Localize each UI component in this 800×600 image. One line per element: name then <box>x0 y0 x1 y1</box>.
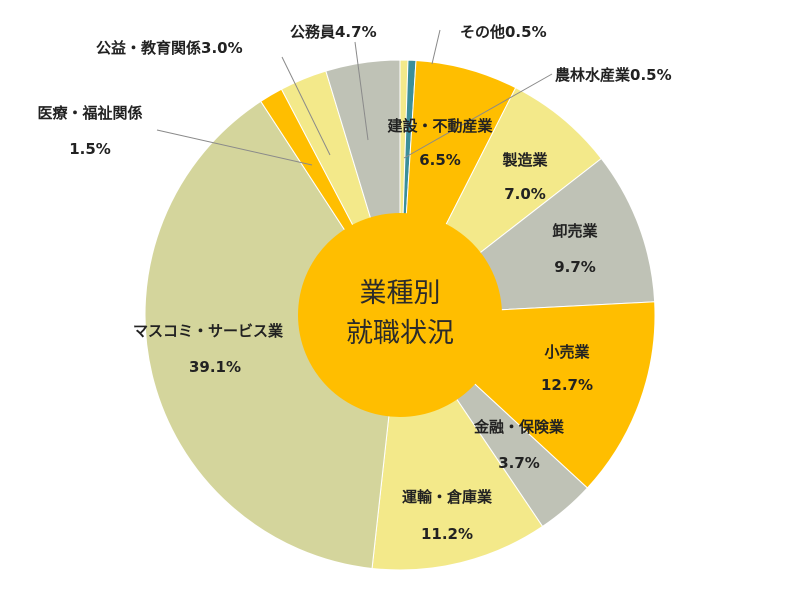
slice-name-4: 卸売業 <box>552 222 598 240</box>
slice-name-7: 運輸・倉庫業 <box>402 488 493 506</box>
slice-name-6: 金融・保険業 <box>473 418 565 436</box>
slice-name-2: 建設・不動産業 <box>387 117 493 135</box>
slice-value-5: 12.7% <box>541 376 593 394</box>
center-title-line-1: 業種別 <box>360 278 441 309</box>
slice-value-9: 1.5% <box>69 140 111 158</box>
slice-label-11: 公務員4.7% <box>290 23 377 41</box>
slice-value-3: 7.0% <box>504 185 546 203</box>
leader-line-0 <box>431 29 441 65</box>
slice-label-1: 農林水産業0.5% <box>555 66 672 84</box>
leader-lines <box>156 29 553 166</box>
slice-name-8: マスコミ・サービス業 <box>133 322 284 340</box>
slice-8 <box>144 100 401 570</box>
slice-value-2: 6.5% <box>419 151 461 169</box>
slice-value-4: 9.7% <box>554 258 596 276</box>
leader-line-1 <box>403 73 553 159</box>
slice-value-8: 39.1% <box>189 358 241 376</box>
slice-label-0: その他0.5% <box>460 23 547 41</box>
slice-label-10: 公益・教育関係3.0% <box>96 39 243 57</box>
center-title-line-2: 就職状況 <box>346 318 454 349</box>
slice-name-3: 製造業 <box>501 151 548 169</box>
slice-name-5: 小売業 <box>544 343 590 361</box>
center-circle <box>298 213 502 417</box>
leader-line-9 <box>156 129 313 166</box>
slice-labels: その他0.5% 農林水産業0.5% 建設・不動産業 6.5% 製造業 7.0% 卸売業 9.7… <box>37 23 671 543</box>
slice-name-9: 医療・福祉関係 <box>37 104 142 122</box>
slice-value-7: 11.2% <box>421 525 473 543</box>
slice-value-6: 3.7% <box>498 454 540 472</box>
leader-line-11 <box>354 41 369 141</box>
leader-line-10 <box>281 56 331 156</box>
